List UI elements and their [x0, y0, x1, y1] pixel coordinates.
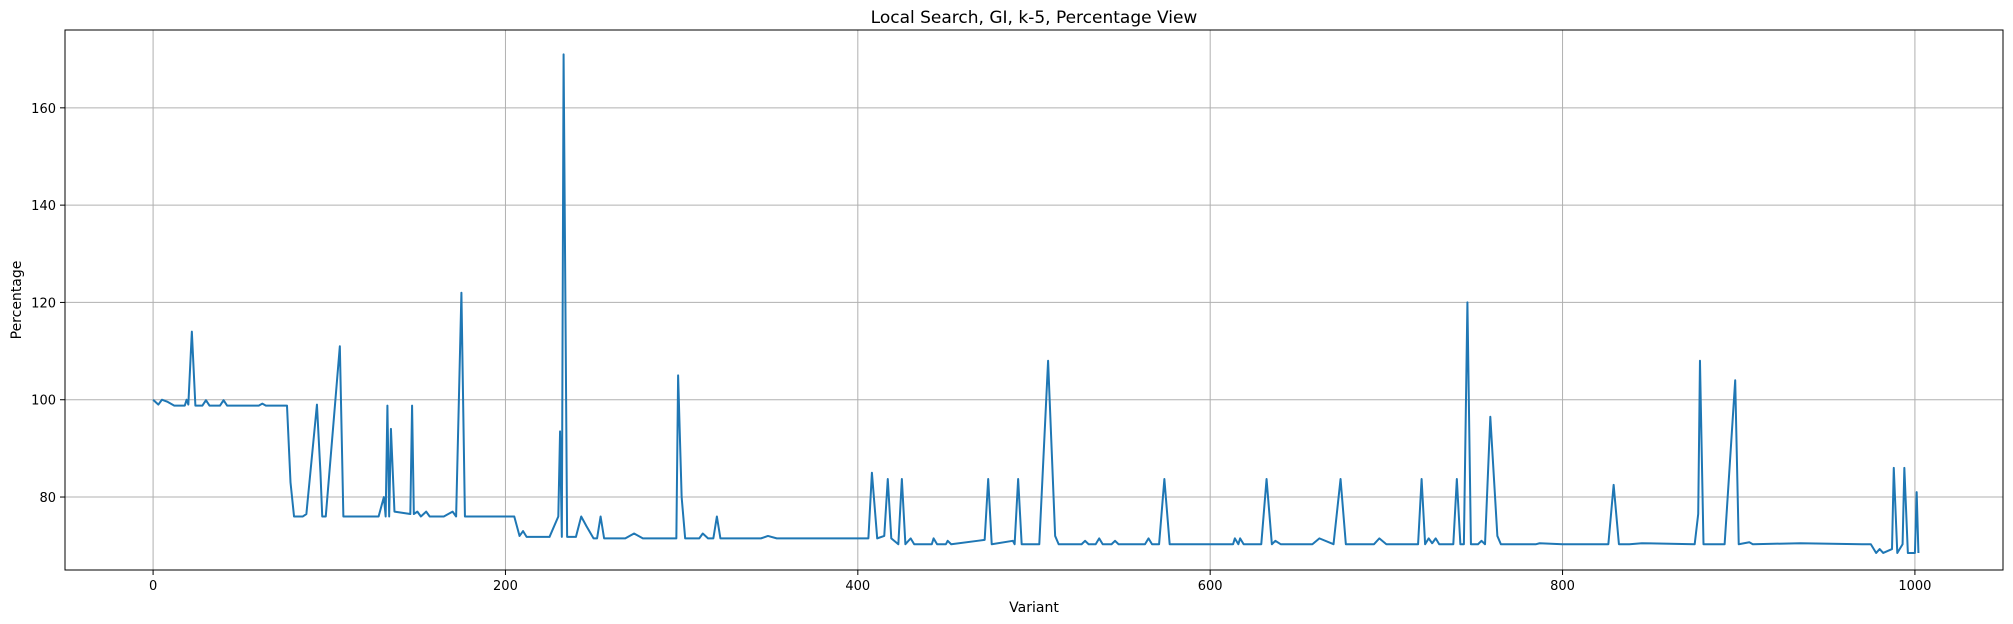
- x-tick-label: 800: [1550, 579, 1575, 594]
- series-line: [152, 53, 1920, 554]
- y-tick-label: 120: [31, 296, 56, 311]
- y-tick-label: 140: [31, 199, 56, 214]
- y-tick-label: 100: [31, 394, 56, 409]
- x-tick-label: 200: [493, 579, 518, 594]
- y-tick-label: 80: [39, 491, 56, 506]
- plot-frame: [64, 29, 2004, 571]
- tick-layer: 0 200 400 600 800 1000 80 100 120 140 160: [31, 102, 1931, 594]
- y-axis-label: Percentage: [9, 261, 25, 340]
- y-tick-label: 160: [31, 102, 56, 117]
- x-tick-label: 0: [149, 579, 157, 594]
- series-layer: [152, 53, 1920, 554]
- x-tick-label: 600: [1198, 579, 1223, 594]
- x-tick-label: 1000: [1898, 579, 1931, 594]
- x-tick-label: 400: [845, 579, 870, 594]
- chart-title: Local Search, GI, k-5, Percentage View: [871, 8, 1198, 28]
- x-axis-label: Variant: [1009, 600, 1059, 616]
